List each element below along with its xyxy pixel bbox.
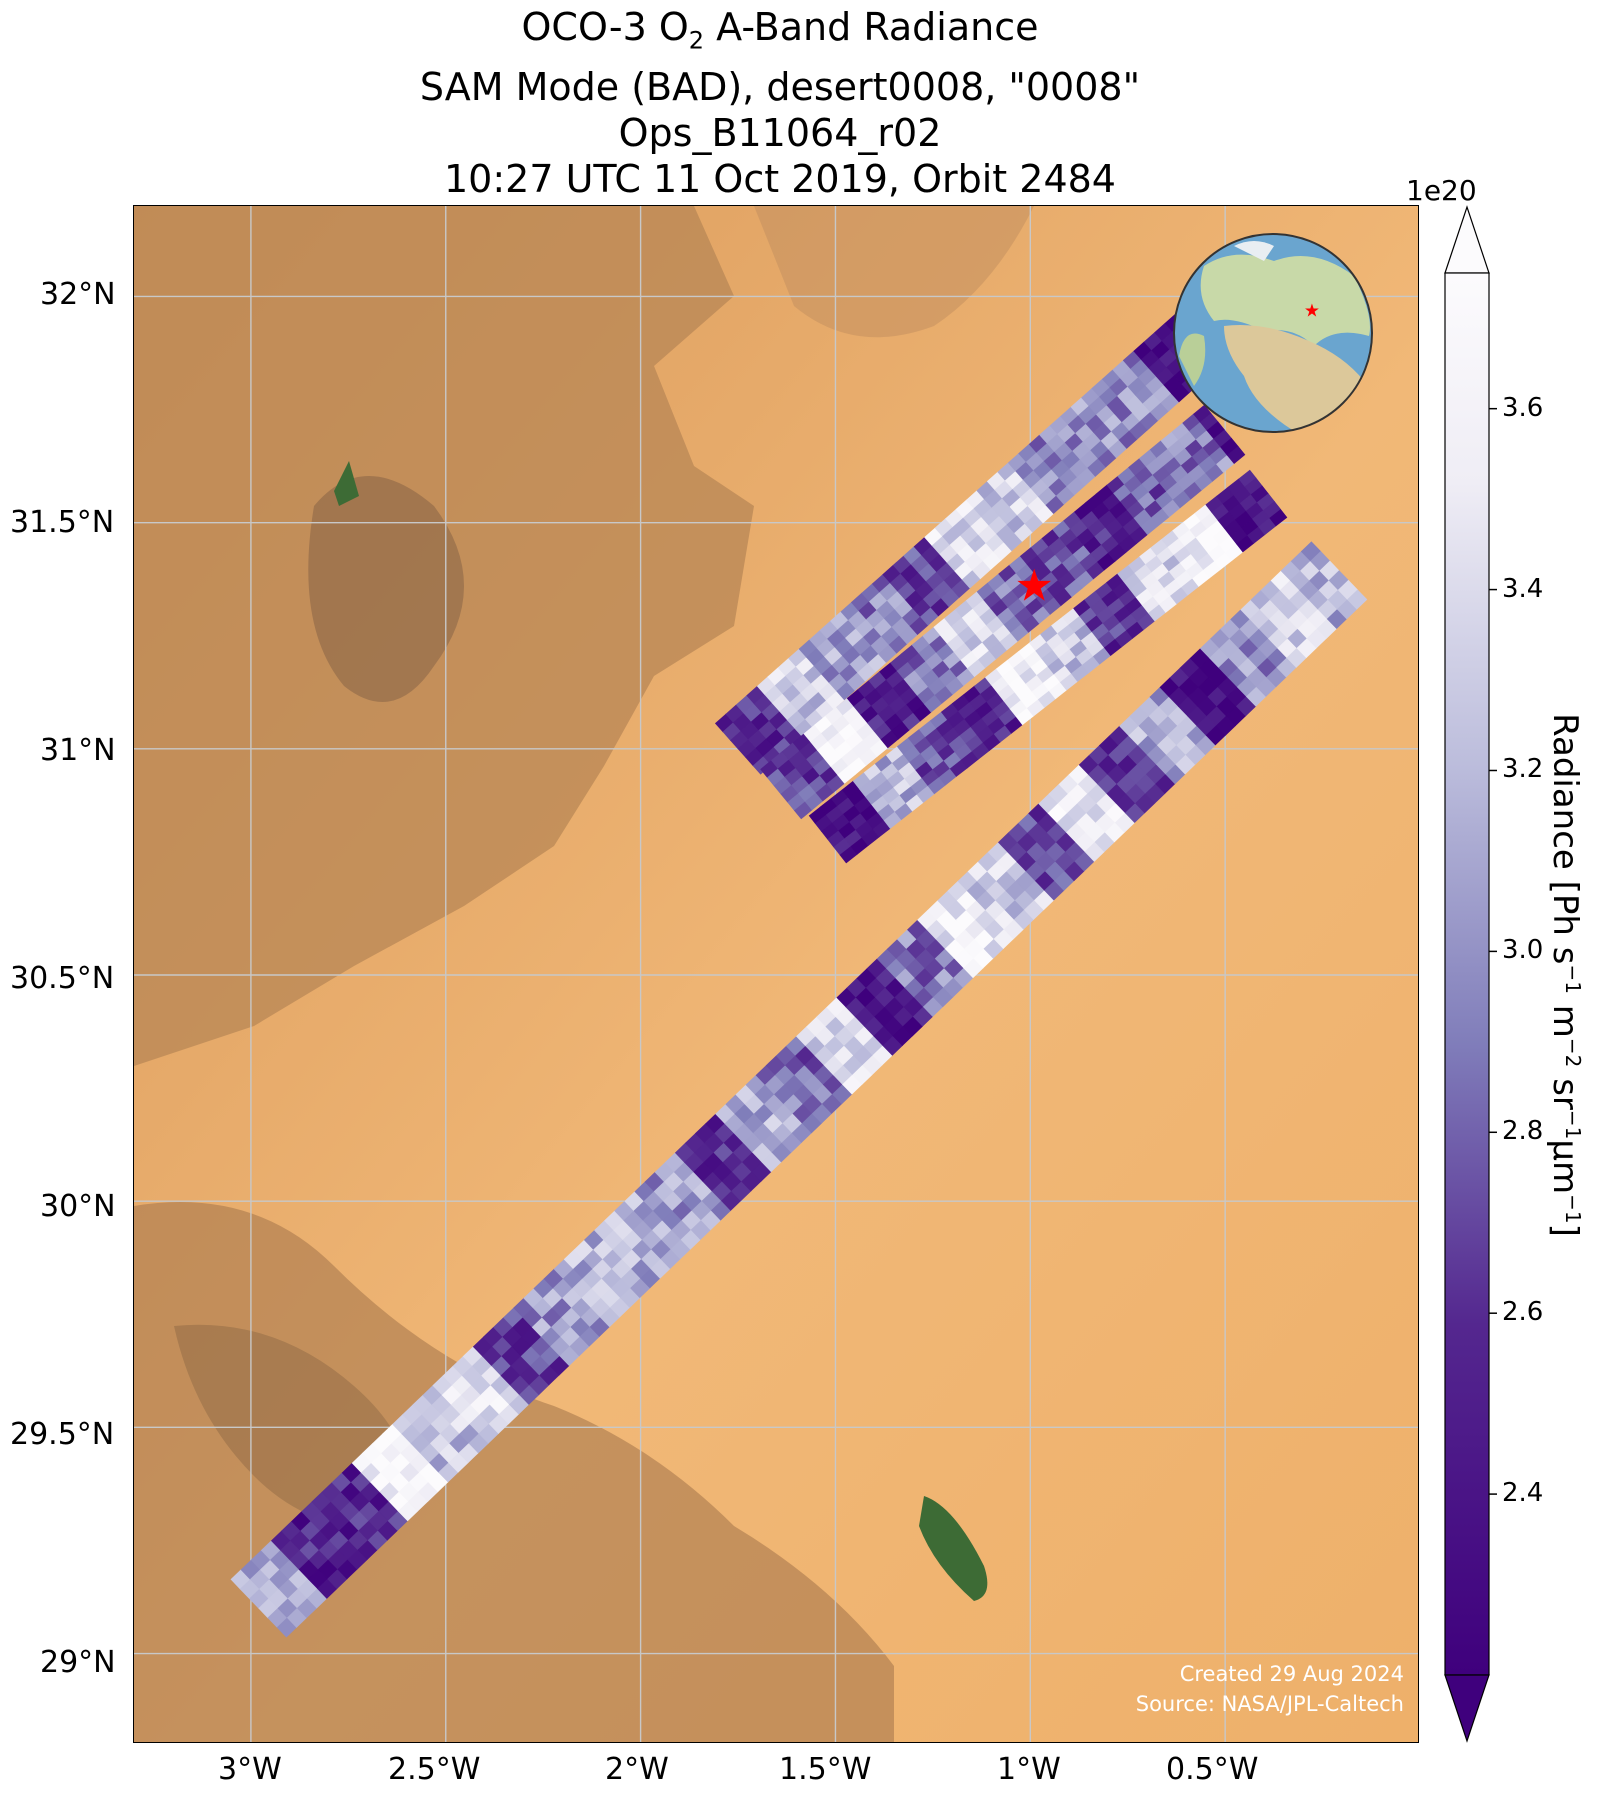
title-line-2: SAM Mode (BAD), desert0008, "0008" bbox=[419, 64, 1141, 109]
lon-label-1-5w: 1.5°W bbox=[779, 1752, 872, 1787]
swath-cell bbox=[1347, 589, 1368, 610]
lon-label-1w: 1°W bbox=[997, 1752, 1061, 1787]
colorbar bbox=[1444, 205, 1497, 1743]
inset-globe-star: ★ bbox=[1304, 301, 1320, 322]
credit-source: Source: NASA/JPL-Caltech bbox=[1135, 1692, 1404, 1716]
figure-title: OCO-3 O2 A-Band Radiance SAM Mode (BAD),… bbox=[0, 4, 1560, 202]
lat-label-31-5: 31.5°N bbox=[10, 505, 115, 540]
inset-globe bbox=[1174, 234, 1372, 432]
lat-label-29: 29°N bbox=[40, 1645, 116, 1680]
map-canvas: ★ ★ bbox=[134, 206, 1418, 1742]
colorbar-tick-label: 3.4 bbox=[1502, 573, 1544, 604]
title-line-1: OCO-3 O2 A-Band Radiance bbox=[521, 5, 1039, 55]
colorbar-tick-label: 2.4 bbox=[1502, 1478, 1544, 1509]
colorbar-tick-label: 3.0 bbox=[1502, 935, 1544, 966]
swath-cell bbox=[1269, 509, 1288, 527]
colorbar-top-arrow bbox=[1444, 205, 1490, 274]
target-star-marker: ★ bbox=[1014, 560, 1053, 611]
title-line-4: 10:27 UTC 11 Oct 2019, Orbit 2484 bbox=[444, 156, 1116, 201]
colorbar-tick-label: 3.6 bbox=[1502, 392, 1544, 423]
oasis-south bbox=[919, 1496, 988, 1601]
colorbar-exponent: 1e20 bbox=[1406, 174, 1477, 207]
lon-label-3w: 3°W bbox=[218, 1752, 282, 1787]
colorbar-ticks bbox=[1489, 407, 1497, 1495]
lat-label-30: 30°N bbox=[40, 1189, 116, 1224]
swath-cell bbox=[1226, 445, 1246, 465]
inset-globe-outline bbox=[1173, 233, 1373, 433]
lat-label-31: 31°N bbox=[40, 733, 116, 768]
map-panel[interactable]: ★ ★ Created 29 Aug 2024 Source: NASA/JPL… bbox=[133, 205, 1419, 1743]
lon-label-2w: 2°W bbox=[605, 1752, 669, 1787]
credit-created: Created 29 Aug 2024 bbox=[1179, 1662, 1404, 1686]
lat-label-32: 32°N bbox=[40, 277, 116, 312]
terrain-layer bbox=[134, 206, 1034, 1742]
lat-label-29-5: 29.5°N bbox=[10, 1417, 115, 1452]
colorbar-title: Radiance [Ph s−1 m−2 sr−1μm−1] bbox=[1544, 713, 1586, 1237]
colorbar-gradient bbox=[1444, 272, 1490, 1676]
lat-label-30-5: 30.5°N bbox=[10, 961, 115, 996]
colorbar-bottom-arrow bbox=[1444, 1674, 1490, 1743]
gridlines bbox=[134, 206, 1418, 1742]
radiance-swaths bbox=[230, 313, 1368, 1638]
colorbar-tick-label: 2.6 bbox=[1502, 1297, 1544, 1328]
lon-label-0-5w: 0.5°W bbox=[1166, 1752, 1259, 1787]
colorbar-tick-label: 2.8 bbox=[1502, 1116, 1544, 1147]
oasis-north bbox=[334, 461, 359, 506]
colorbar-tick-label: 3.2 bbox=[1502, 754, 1544, 785]
title-line-3: Ops_B11064_r02 bbox=[618, 110, 942, 155]
lon-label-2-5w: 2.5°W bbox=[388, 1752, 481, 1787]
